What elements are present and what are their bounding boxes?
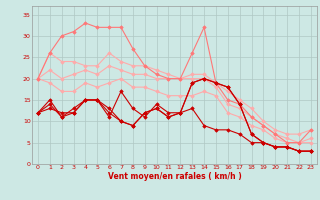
X-axis label: Vent moyen/en rafales ( km/h ): Vent moyen/en rafales ( km/h ) xyxy=(108,172,241,181)
